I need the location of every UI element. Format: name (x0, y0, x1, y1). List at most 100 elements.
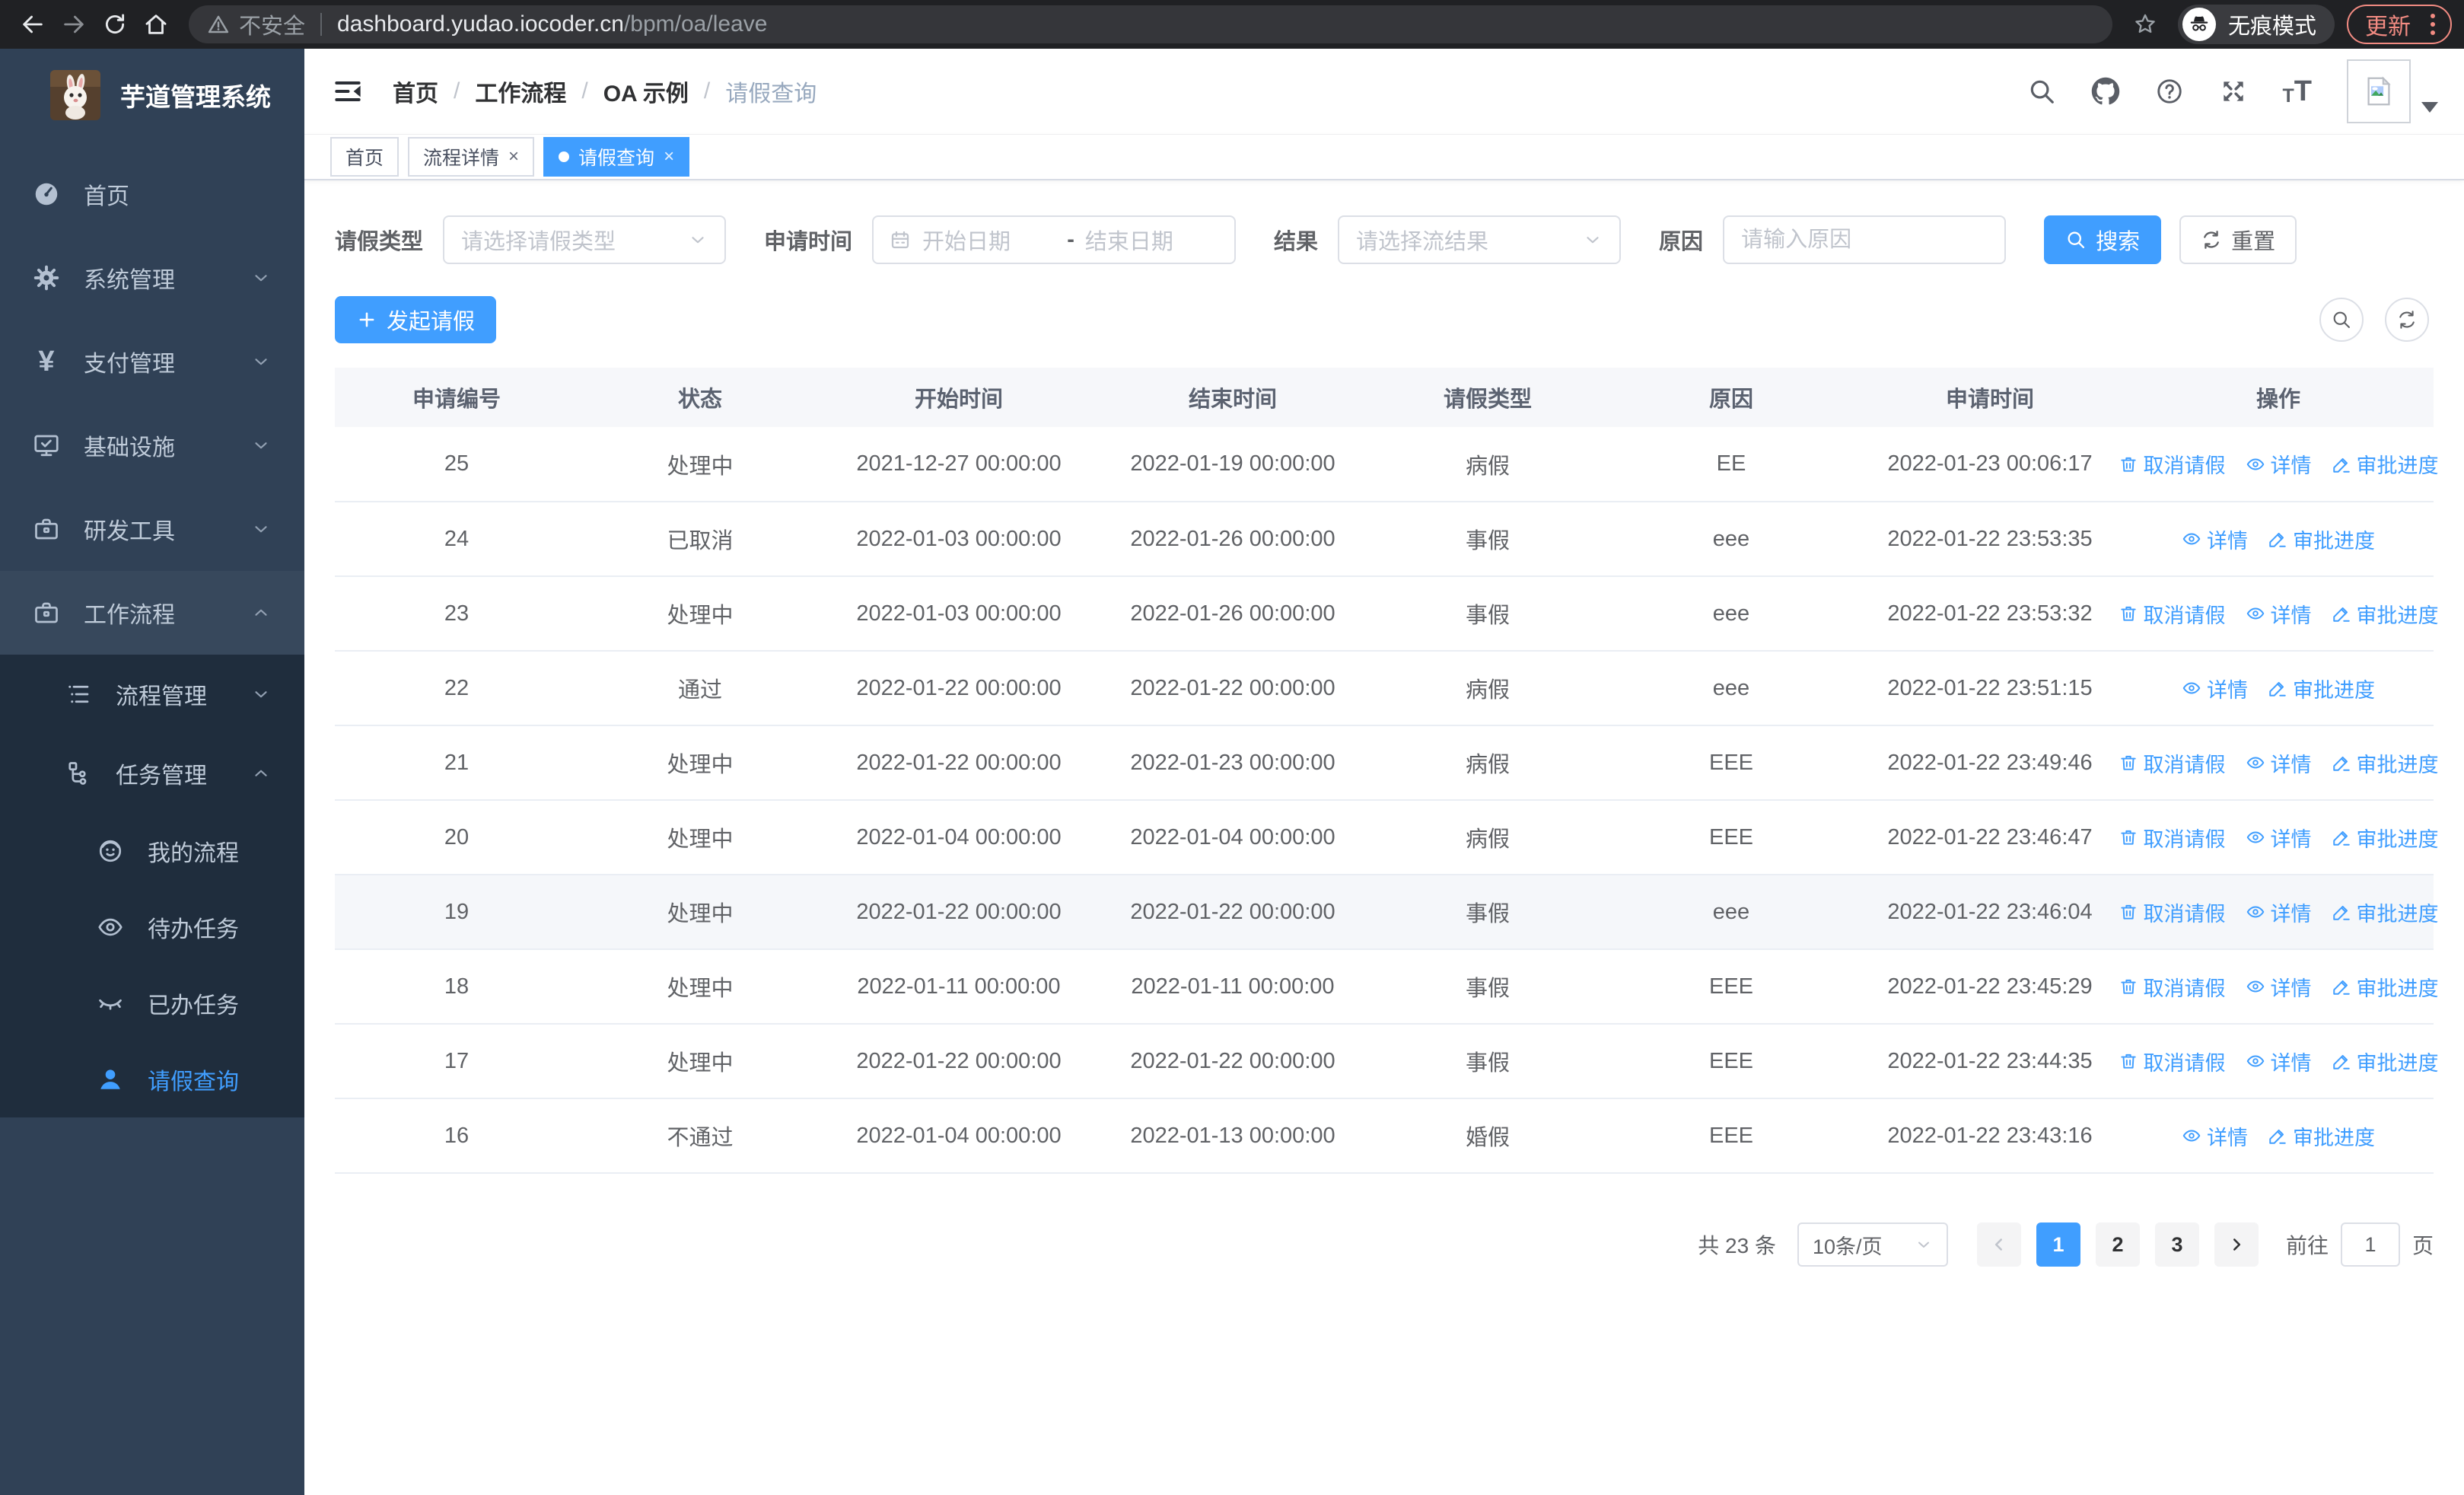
create-leave-button[interactable]: 发起请假 (335, 296, 497, 343)
tab-流程详情[interactable]: 流程详情 × (408, 137, 535, 177)
approval-progress-link[interactable]: 审批进度 (2332, 599, 2439, 629)
page-size-select[interactable]: 10条/页 (1797, 1222, 1948, 1267)
detail-link[interactable]: 详情 (2246, 748, 2312, 778)
toggle-search-button[interactable] (2319, 298, 2364, 342)
prev-page-button[interactable] (1976, 1222, 2021, 1267)
help-button[interactable] (2155, 77, 2184, 106)
security-indicator[interactable]: 不安全 (207, 8, 305, 40)
sidebar-item-待办任务[interactable]: 待办任务 (0, 889, 304, 965)
approval-progress-link[interactable]: 审批进度 (2332, 823, 2439, 853)
detail-link[interactable]: 详情 (2182, 674, 2248, 703)
detail-link[interactable]: 详情 (2246, 599, 2312, 629)
chevron-down-icon (1918, 1242, 1929, 1248)
page-button-2[interactable]: 2 (2095, 1222, 2140, 1267)
view-icon (2246, 458, 2264, 470)
sidebar-item-label: 我的流程 (148, 841, 239, 866)
refresh-table-button[interactable] (2385, 298, 2429, 342)
cell-apply_time: 2022-01-22 23:49:46 (1857, 725, 2123, 801)
chevron-left-icon (1994, 1238, 2002, 1251)
page-button-3[interactable]: 3 (2154, 1222, 2199, 1267)
app-logo-row[interactable]: 芋道管理系统 (0, 49, 304, 142)
reset-button[interactable]: 重置 (2179, 215, 2297, 264)
toolbox-icon (35, 518, 58, 540)
goto-label: 前往 (2285, 1234, 2329, 1258)
leave-type-select[interactable]: 请选择请假类型 (443, 215, 727, 264)
sidebar-item-任务管理[interactable]: 任务管理 (0, 734, 304, 813)
cell-start_time: 2022-01-03 00:00:00 (822, 502, 1096, 577)
github-button[interactable] (2091, 77, 2120, 106)
broken-image-icon (2367, 76, 2391, 106)
next-page-button[interactable] (2214, 1222, 2259, 1267)
result-select[interactable]: 请选择流结果 (1338, 215, 1622, 264)
url-text: dashboard.yudao.iocoder.cn/bpm/oa/leave (337, 11, 767, 37)
sidebar-item-流程管理[interactable]: 流程管理 (0, 655, 304, 734)
app-title: 芋道管理系统 (120, 83, 271, 111)
browser-home-button[interactable] (135, 4, 177, 45)
detail-link[interactable]: 详情 (2246, 449, 2312, 479)
list-icon (68, 685, 89, 703)
detail-link[interactable]: 详情 (2182, 524, 2248, 554)
browser-back-button[interactable] (12, 4, 53, 45)
header-search-button[interactable] (2027, 77, 2056, 106)
detail-link[interactable]: 详情 (2182, 1121, 2248, 1151)
breadcrumb-item[interactable]: OA 示例 (603, 81, 689, 107)
bookmark-star-button[interactable] (2125, 4, 2166, 45)
detail-link[interactable]: 详情 (2246, 972, 2312, 1002)
approval-progress-link[interactable]: 审批进度 (2332, 1047, 2439, 1076)
chevron-icon (255, 275, 267, 282)
cell-end_time: 2022-01-04 00:00:00 (1096, 800, 1370, 875)
sidebar-item-基础设施[interactable]: 基础设施 (0, 403, 304, 487)
close-icon[interactable]: × (508, 146, 520, 167)
approval-progress-link[interactable]: 审批进度 (2332, 449, 2439, 479)
detail-link[interactable]: 详情 (2246, 1047, 2312, 1076)
approval-progress-link[interactable]: 审批进度 (2332, 897, 2439, 927)
cell-actions: 详情 审批进度 (2123, 1098, 2434, 1174)
approval-progress-link[interactable]: 审批进度 (2332, 972, 2439, 1002)
sidebar-fold-button[interactable] (330, 74, 365, 109)
browser-menu-icon[interactable] (2426, 14, 2440, 35)
sidebar-item-首页[interactable]: 首页 (0, 152, 304, 236)
approval-progress-link[interactable]: 审批进度 (2268, 524, 2375, 554)
detail-link[interactable]: 详情 (2246, 823, 2312, 853)
sidebar-item-请假查询[interactable]: 请假查询 (0, 1041, 304, 1117)
cancel-leave-link[interactable]: 取消请假 (2119, 449, 2226, 479)
sidebar-item-系统管理[interactable]: 系统管理 (0, 236, 304, 320)
trash-icon (2120, 979, 2136, 994)
cancel-leave-link[interactable]: 取消请假 (2119, 599, 2226, 629)
fullscreen-button[interactable] (2219, 77, 2248, 106)
cancel-leave-link[interactable]: 取消请假 (2119, 1047, 2226, 1076)
sidebar-item-支付管理[interactable]: ¥ 支付管理 (0, 320, 304, 403)
approval-progress-link[interactable]: 审批进度 (2268, 1121, 2375, 1151)
cancel-leave-link[interactable]: 取消请假 (2119, 748, 2226, 778)
update-button[interactable]: 更新 (2347, 5, 2452, 44)
pagination: 共 23 条 10条/页 123 前往 页 (335, 1222, 2434, 1267)
browser-reload-button[interactable] (94, 4, 135, 45)
goto-page-input[interactable] (2340, 1222, 2400, 1267)
apply-time-range-picker[interactable]: 开始日期 - 结束日期 (872, 215, 1237, 264)
incognito-badge: 无痕模式 (2177, 5, 2335, 44)
breadcrumb-item[interactable]: 首页 (393, 81, 438, 107)
view-icon (2246, 757, 2264, 769)
table-toolbar: 发起请假 (335, 296, 2434, 343)
search-button[interactable]: 搜索 (2044, 215, 2162, 264)
sidebar-item-研发工具[interactable]: 研发工具 (0, 487, 304, 571)
sidebar-item-已办任务[interactable]: 已办任务 (0, 965, 304, 1041)
sidebar-item-我的流程[interactable]: 我的流程 (0, 813, 304, 889)
approval-progress-link[interactable]: 审批进度 (2332, 748, 2439, 778)
reason-input[interactable] (1723, 215, 2007, 264)
tab-首页[interactable]: 首页 (330, 137, 400, 177)
sidebar-item-工作流程[interactable]: 工作流程 (0, 571, 304, 655)
detail-link[interactable]: 详情 (2246, 897, 2312, 927)
cancel-leave-link[interactable]: 取消请假 (2119, 972, 2226, 1002)
address-bar[interactable]: 不安全 dashboard.yudao.iocoder.cn/bpm/oa/le… (189, 5, 2112, 43)
breadcrumb-item[interactable]: 工作流程 (475, 81, 567, 107)
tab-请假查询[interactable]: 请假查询 × (543, 137, 690, 177)
browser-forward-button[interactable] (53, 4, 94, 45)
close-icon[interactable]: × (664, 146, 675, 167)
cancel-leave-link[interactable]: 取消请假 (2119, 823, 2226, 853)
cancel-leave-link[interactable]: 取消请假 (2119, 897, 2226, 927)
page-button-1[interactable]: 1 (2036, 1222, 2080, 1267)
user-avatar-menu[interactable] (2347, 59, 2438, 123)
approval-progress-link[interactable]: 审批进度 (2268, 674, 2375, 703)
